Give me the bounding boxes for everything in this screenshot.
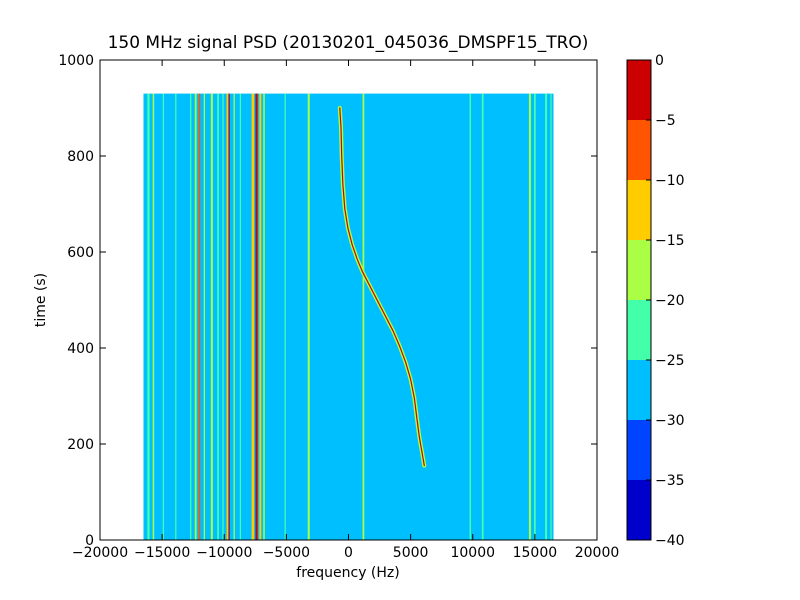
psd-carrier-line — [222, 93, 224, 540]
psd-carrier-line — [175, 93, 177, 540]
psd-carrier-line — [550, 93, 552, 540]
psd-carrier-line — [228, 93, 230, 540]
colorbar-segment — [627, 300, 651, 360]
psd-carrier-line — [203, 93, 205, 540]
colorbar-tick-label: 0 — [655, 53, 664, 69]
heatmap-layer — [143, 93, 554, 540]
x-tick-label: 0 — [344, 545, 353, 561]
psd-carrier-line — [233, 93, 235, 540]
psd-carrier-line — [194, 93, 197, 540]
y-axis: 0 200 400 600 800 1000 — [58, 53, 597, 549]
psd-carrier-line — [528, 93, 531, 540]
colorbar-tick-label: −25 — [655, 353, 685, 369]
psd-carrier-line — [255, 93, 258, 540]
colorbar-segment — [627, 480, 651, 540]
psd-carrier-line — [198, 93, 201, 540]
x-tick-label: −10000 — [196, 545, 252, 561]
psd-carrier-line — [162, 93, 164, 540]
x-axis: −20000 −15000 −10000 −5000 0 5000 10000 15000 20… — [72, 60, 619, 561]
psd-background-region — [143, 93, 554, 540]
colorbar-tick-label: −40 — [655, 533, 685, 549]
x-tick-label: 15000 — [513, 545, 558, 561]
psd-carrier-line — [362, 93, 365, 540]
psd-carrier-line — [469, 93, 472, 540]
psd-carrier-line — [217, 93, 219, 540]
colorbar-segment — [627, 360, 651, 420]
x-tick-label: 10000 — [450, 545, 495, 561]
psd-carrier-line — [534, 93, 536, 540]
colorbar-segment — [627, 420, 651, 480]
colorbar-segment — [627, 120, 651, 180]
psd-carrier-line — [226, 93, 229, 540]
y-axis-label: time (s) — [33, 273, 49, 327]
chart-title: 150 MHz signal PSD (20130201_045036_DMSP… — [108, 33, 589, 53]
psd-carrier-line — [263, 93, 265, 540]
psd-carrier-line — [481, 93, 484, 540]
y-tick-label: 800 — [67, 149, 94, 165]
psd-carrier-line — [307, 93, 310, 540]
psd-carrier-line — [545, 93, 548, 540]
colorbar-tick-label: −35 — [655, 473, 685, 489]
y-tick-label: 400 — [67, 341, 94, 357]
colorbar-tick-label: −15 — [655, 233, 685, 249]
colorbar: 0 −5 −10 −15 −20 −25 −30 −35 −40 — [626, 53, 685, 549]
psd-carrier-line — [259, 93, 262, 540]
x-tick-label: −5000 — [263, 545, 310, 561]
colorbar-segment — [627, 180, 651, 240]
y-tick-label: 0 — [85, 533, 94, 549]
y-tick-label: 1000 — [58, 53, 94, 69]
colorbar-tick-label: −20 — [655, 293, 685, 309]
colorbar-segment — [627, 60, 651, 120]
psd-carrier-line — [210, 93, 213, 540]
y-tick-label: 200 — [67, 437, 94, 453]
y-tick-label: 600 — [67, 245, 94, 261]
doppler-trace-core — [339, 107, 425, 467]
x-tick-label: 5000 — [393, 545, 429, 561]
colorbar-segment — [627, 240, 651, 300]
x-tick-label: −20000 — [72, 545, 128, 561]
x-axis-label: frequency (Hz) — [296, 565, 399, 581]
x-tick-label: 20000 — [575, 545, 620, 561]
colorbar-tick-label: −30 — [655, 413, 685, 429]
psd-carrier-line — [190, 93, 192, 540]
psd-carrier-line — [152, 93, 155, 540]
colorbar-tick-label: −10 — [655, 173, 685, 189]
x-tick-label: −15000 — [134, 545, 190, 561]
colorbar-tick-label: −5 — [655, 113, 676, 129]
psd-carrier-line — [284, 93, 286, 540]
psd-carrier-line — [147, 93, 150, 540]
psd-carrier-line — [251, 93, 255, 540]
psd-carrier-line — [239, 93, 242, 540]
